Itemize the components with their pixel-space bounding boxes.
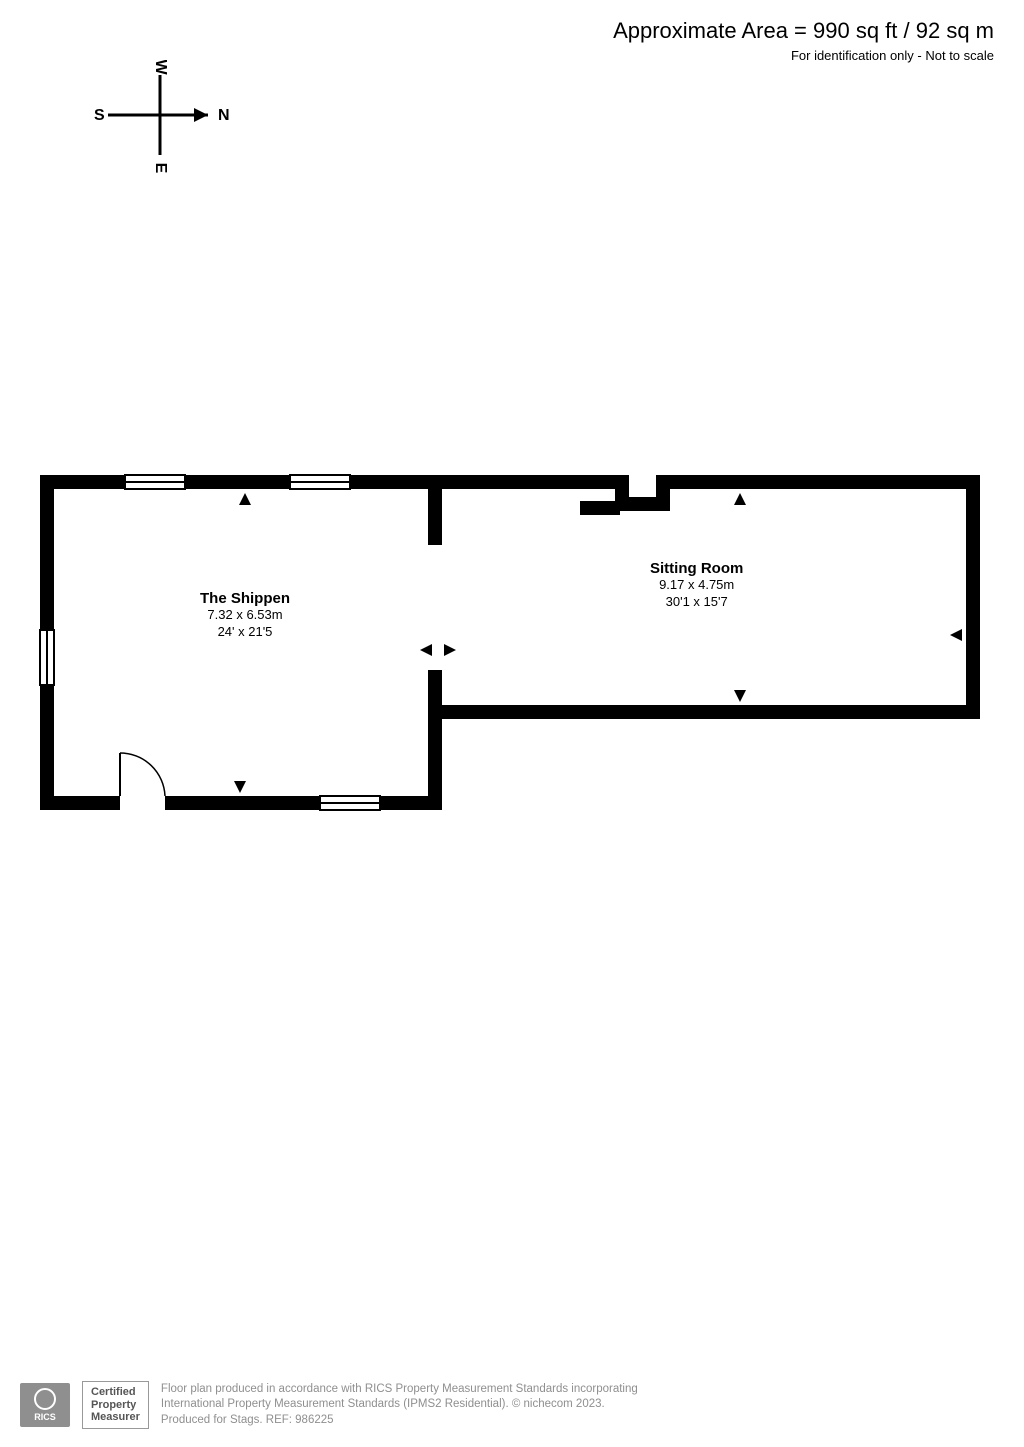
- floorplan: The Shippen 7.32 x 6.53m 24' x 21'5 Sitt…: [40, 475, 980, 835]
- room-name: Sitting Room: [650, 560, 743, 577]
- footer: RICS Certified Property Measurer Floor p…: [20, 1381, 1004, 1429]
- compass-n: N: [218, 107, 230, 124]
- rics-label: RICS: [34, 1412, 56, 1422]
- cert-box: Certified Property Measurer: [82, 1381, 149, 1429]
- footer-line: International Property Measurement Stand…: [161, 1397, 638, 1413]
- header: Approximate Area = 990 sq ft / 92 sq m F…: [613, 18, 994, 63]
- cert-line: Certified: [91, 1386, 140, 1399]
- compass-rose: N S W E: [90, 60, 230, 180]
- footer-line: Floor plan produced in accordance with R…: [161, 1382, 638, 1398]
- compass-e: E: [152, 163, 169, 174]
- room-label-shippen: The Shippen 7.32 x 6.53m 24' x 21'5: [200, 590, 290, 641]
- room-dim-imperial: 24' x 21'5: [200, 624, 290, 641]
- cert-line: Property: [91, 1399, 140, 1412]
- compass-w: W: [152, 60, 169, 75]
- compass-s: S: [94, 107, 105, 124]
- footer-text: Floor plan produced in accordance with R…: [161, 1382, 638, 1429]
- rics-badge-icon: RICS: [20, 1383, 70, 1427]
- room-dim-metric: 9.17 x 4.75m: [650, 577, 743, 594]
- scale-note: For identification only - Not to scale: [613, 48, 994, 63]
- room-name: The Shippen: [200, 590, 290, 607]
- room-label-sitting: Sitting Room 9.17 x 4.75m 30'1 x 15'7: [650, 560, 743, 611]
- cert-line: Measurer: [91, 1411, 140, 1424]
- footer-line: Produced for Stags. REF: 986225: [161, 1413, 638, 1429]
- page: Approximate Area = 990 sq ft / 92 sq m F…: [0, 0, 1024, 1447]
- area-line: Approximate Area = 990 sq ft / 92 sq m: [613, 18, 994, 44]
- room-dim-metric: 7.32 x 6.53m: [200, 607, 290, 624]
- room-dim-imperial: 30'1 x 15'7: [650, 594, 743, 611]
